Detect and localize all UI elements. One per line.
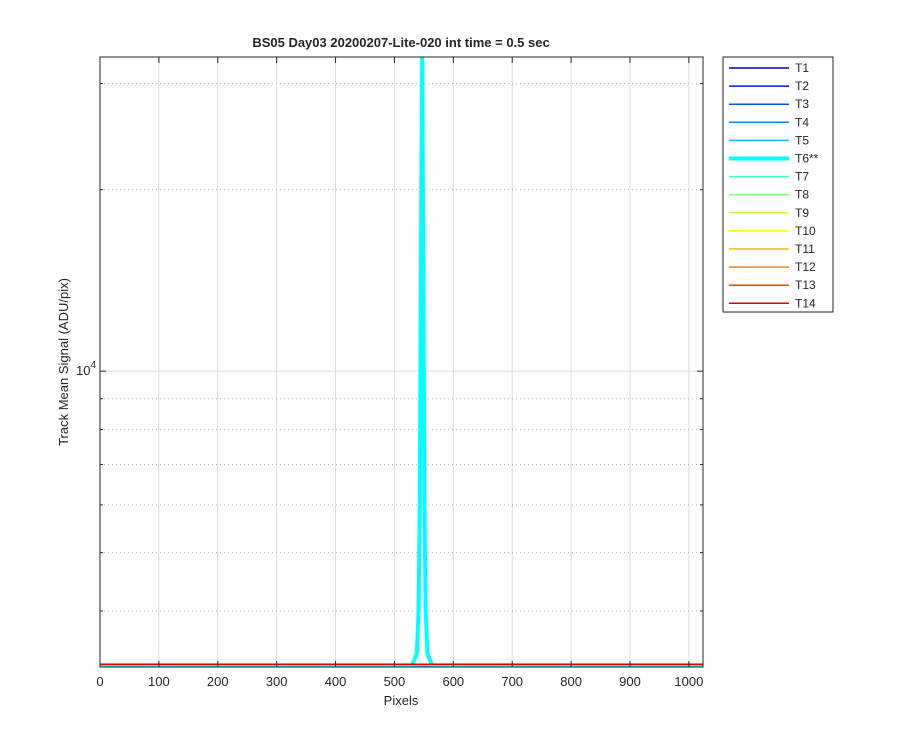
legend-label: T11	[795, 242, 815, 256]
legend-label: T5	[795, 133, 809, 147]
legend-label: T10	[795, 224, 816, 238]
chart-title: BS05 Day03 20200207-Lite-020 int time = …	[252, 35, 549, 50]
x-tick-label: 700	[501, 674, 523, 689]
axes-box	[99, 56, 704, 668]
legend-label: T9	[795, 206, 809, 220]
x-tick-label: 900	[619, 674, 641, 689]
y-tick-label: 104	[76, 360, 96, 378]
x-tick-label: 200	[207, 674, 229, 689]
legend-label: T4	[795, 115, 809, 129]
x-tick-label: 800	[560, 674, 582, 689]
y-tick-exponent: 4	[90, 360, 96, 371]
y-tick-base: 10	[76, 363, 90, 378]
legend-label: T13	[795, 278, 816, 292]
x-tick-label: 0	[96, 674, 103, 689]
x-tick-label: 500	[384, 674, 406, 689]
x-tick-label: 400	[325, 674, 347, 689]
plot-lines	[100, 57, 703, 667]
legend-label: T14	[795, 296, 816, 310]
x-tick-label: 600	[442, 674, 464, 689]
legend-box	[722, 56, 834, 313]
x-tick-label: 300	[266, 674, 288, 689]
legend-label: T12	[795, 260, 816, 274]
legend-label: T8	[795, 188, 809, 202]
plot-area	[100, 57, 703, 667]
x-tick-label: 1000	[674, 674, 703, 689]
legend-label: T2	[795, 79, 809, 93]
grid	[99, 57, 703, 667]
legend-label: T7	[795, 170, 809, 184]
legend-label: T3	[795, 97, 809, 111]
x-tick-label: 100	[148, 674, 170, 689]
x-axis-label: Pixels	[384, 693, 419, 708]
legend-label: T1	[795, 61, 809, 75]
y-axis-label: Track Mean Signal (ADU/pix)	[56, 278, 71, 446]
legend: T1 T2 T3 T4 T5 T6** T7 T8 T9 T10 T11 T12 T13 T14	[729, 61, 819, 310]
ticks: 0 100 200 300 400 500 600 700 800 900 1000 104	[76, 57, 703, 689]
legend-label: T6**	[795, 152, 819, 166]
